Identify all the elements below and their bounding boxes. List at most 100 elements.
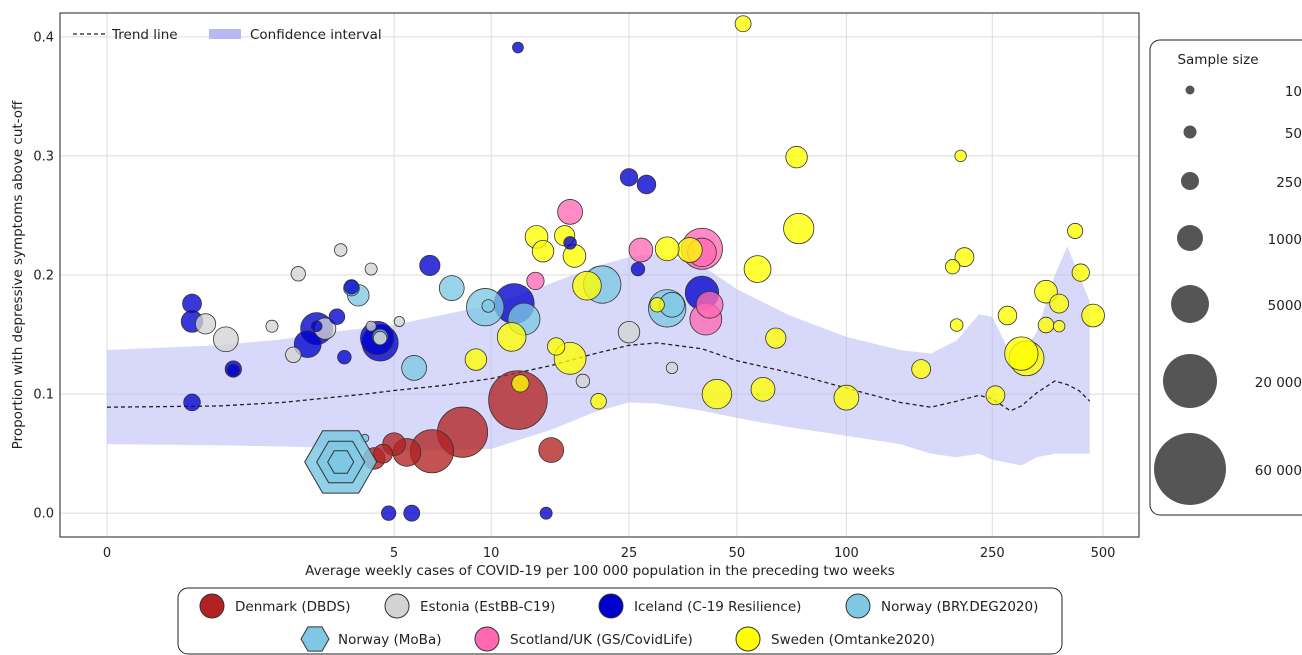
x-tick-label: 500 bbox=[1091, 546, 1116, 561]
point-estonia bbox=[665, 361, 679, 375]
sample-size-marker bbox=[1177, 225, 1203, 251]
x-tick-label: 100 bbox=[834, 546, 859, 561]
legend-marker-denmark bbox=[199, 593, 225, 619]
point-sweden bbox=[985, 385, 1006, 406]
point-sweden bbox=[785, 145, 808, 169]
legend-marker-estonia bbox=[384, 593, 410, 619]
point-sweden bbox=[734, 15, 752, 33]
legend-ci-label: Confidence interval bbox=[250, 27, 382, 43]
point-estonia bbox=[365, 320, 377, 332]
sample-size-label: 5000 bbox=[1268, 298, 1302, 314]
sample-size-marker bbox=[1171, 285, 1209, 323]
point-iceland bbox=[337, 349, 352, 365]
y-tick-label: 0.1 bbox=[33, 388, 54, 403]
point-sweden bbox=[765, 327, 787, 349]
point-sweden bbox=[783, 212, 815, 245]
x-tick-label: 50 bbox=[729, 546, 746, 561]
point-sweden bbox=[1071, 263, 1090, 282]
point-iceland bbox=[563, 236, 577, 250]
y-tick-label: 0.2 bbox=[33, 269, 54, 284]
point-denmark bbox=[538, 437, 565, 463]
point-sweden bbox=[1004, 336, 1039, 371]
cohort-legend-label: Norway (MoBa) bbox=[338, 632, 441, 648]
legend-marker-sweden bbox=[735, 626, 761, 652]
point-iceland bbox=[381, 505, 397, 521]
point-denmark bbox=[373, 443, 393, 464]
point-norway-bry bbox=[481, 299, 495, 313]
y-tick-label: 0.0 bbox=[33, 507, 54, 522]
legend-marker-iceland bbox=[598, 593, 624, 619]
x-axis-label: Average weekly cases of COVID-19 per 100… bbox=[305, 563, 895, 579]
y-axis-label: Proportion with depressive symptoms abov… bbox=[10, 100, 26, 449]
x-tick-label: 0 bbox=[103, 546, 111, 561]
point-iceland bbox=[539, 506, 553, 520]
point-sweden bbox=[547, 337, 566, 356]
point-scotland bbox=[695, 290, 724, 319]
x-tick-label: 250 bbox=[980, 546, 1005, 561]
sample-size-label: 20 000 bbox=[1255, 375, 1302, 391]
x-tick-label: 5 bbox=[390, 546, 398, 561]
trend-line-layer bbox=[106, 342, 1091, 412]
confidence-band bbox=[107, 246, 1090, 466]
legend-marker-norway-moba bbox=[300, 626, 330, 652]
sample-size-label: 50 bbox=[1285, 126, 1302, 142]
point-denmark bbox=[488, 370, 548, 430]
sample-size-label: 1000 bbox=[1268, 232, 1302, 248]
point-sweden bbox=[750, 377, 776, 402]
legend-ci-sample bbox=[209, 29, 241, 39]
point-scotland bbox=[526, 271, 545, 291]
legend-marker-scotland bbox=[474, 626, 500, 652]
point-estonia bbox=[364, 262, 378, 276]
point-sweden bbox=[531, 240, 555, 263]
point-sweden bbox=[997, 305, 1018, 326]
y-tick-labels: 0.0 0.1 0.2 0.3 0.4 bbox=[33, 30, 54, 521]
point-norway-bry bbox=[438, 275, 465, 301]
x-tick-label: 10 bbox=[483, 546, 500, 561]
legend-marker-norway-bry bbox=[845, 593, 871, 619]
point-sweden bbox=[464, 348, 488, 371]
point-estonia bbox=[617, 320, 641, 344]
point-sweden bbox=[654, 236, 680, 262]
point-sweden bbox=[676, 237, 703, 263]
point-iceland bbox=[512, 41, 524, 54]
sample-size-label: 10 bbox=[1285, 84, 1302, 100]
point-sweden bbox=[911, 359, 931, 379]
point-sweden bbox=[1052, 320, 1066, 333]
trend-line bbox=[106, 342, 1091, 412]
point-sweden bbox=[701, 378, 733, 410]
point-estonia bbox=[265, 319, 279, 333]
point-iceland bbox=[183, 393, 201, 412]
point-estonia bbox=[333, 243, 348, 257]
point-estonia bbox=[213, 326, 239, 353]
sample-size-marker bbox=[1183, 125, 1197, 139]
point-iceland bbox=[328, 308, 346, 325]
sample-size-legend: Sample size 10 50 250 1000 5000 20 000 60 000 bbox=[1149, 39, 1302, 516]
point-iceland bbox=[636, 174, 657, 195]
point-iceland bbox=[630, 261, 646, 277]
point-sweden bbox=[945, 259, 961, 275]
sample-size-marker bbox=[1154, 433, 1226, 505]
point-sweden bbox=[833, 384, 860, 411]
legend-trend-label: Trend line bbox=[111, 27, 178, 43]
plot-legend: Trend line Confidence interval bbox=[73, 27, 382, 43]
point-sweden bbox=[954, 247, 975, 267]
points-layer bbox=[180, 15, 1105, 522]
cohort-legend-label: Estonia (EstBB-C19) bbox=[420, 599, 555, 615]
point-sweden bbox=[496, 322, 527, 352]
point-iceland bbox=[293, 330, 322, 358]
confidence-band-layer bbox=[107, 246, 1090, 466]
sample-size-marker bbox=[1163, 354, 1217, 408]
sample-size-marker bbox=[1185, 85, 1195, 95]
sample-size-marker bbox=[1181, 172, 1199, 190]
plot-frame bbox=[59, 12, 1140, 538]
y-tick-label: 0.4 bbox=[33, 30, 54, 45]
point-iceland bbox=[419, 254, 441, 277]
point-estonia bbox=[285, 346, 302, 364]
point-sweden bbox=[1081, 303, 1105, 328]
point-estonia bbox=[372, 330, 388, 346]
point-scotland bbox=[557, 199, 583, 225]
point-iceland bbox=[226, 363, 241, 377]
cohort-legend-label: Sweden (Omtanke2020) bbox=[771, 632, 935, 648]
point-sweden bbox=[1037, 316, 1055, 334]
